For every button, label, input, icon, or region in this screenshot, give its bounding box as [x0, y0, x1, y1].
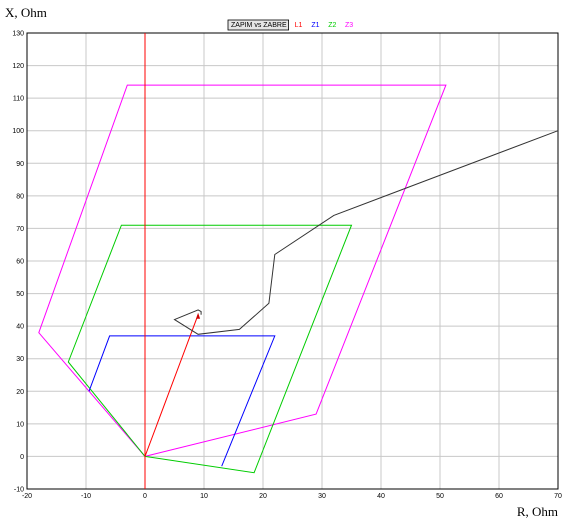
legend-item: ZAPIM vs ZABRE	[231, 22, 287, 29]
y-tick-label: -10	[14, 487, 24, 494]
series-group	[38, 33, 559, 489]
y-tick-label: 120	[12, 63, 24, 70]
tick-labels: -20 -10 0 10 20 30 40 50 60 70-100102030405060708…	[12, 31, 562, 501]
series-z3	[38, 84, 447, 457]
y-tick-label: 90	[16, 161, 24, 168]
x-tick-label: -20	[22, 493, 32, 500]
series-z1	[88, 335, 276, 467]
y-tick-label: 130	[12, 31, 24, 38]
y-tick-label: 50	[16, 291, 24, 298]
plot-border	[26, 32, 559, 490]
l1-arrowhead	[196, 312, 201, 319]
x-tick-label: 10	[200, 493, 208, 500]
y-tick-label: 30	[16, 356, 24, 363]
x-tick-label: 20	[259, 493, 267, 500]
y-tick-label: 70	[16, 226, 24, 233]
legend: ZAPIM vs ZABRE L1 Z1 Z2 Z3	[227, 19, 353, 31]
y-tick-label: 0	[20, 454, 24, 461]
series-l1	[144, 314, 199, 457]
y-tick-label: 10	[16, 421, 24, 428]
x-tick-label: 70	[554, 493, 562, 500]
x-tick-label: 30	[318, 493, 326, 500]
legend-item: Z3	[345, 22, 353, 29]
y-tick-label: 110	[13, 96, 24, 103]
y-tick-label: 40	[16, 324, 24, 331]
y-axis-label: X, Ohm	[5, 5, 47, 20]
series-zapim-vs-zabre	[173, 130, 559, 335]
y-tick-label: 20	[16, 389, 24, 396]
x-tick-label: 50	[436, 493, 444, 500]
x-tick-label: 60	[495, 493, 503, 500]
x-axis-label: R, Ohm	[517, 504, 558, 519]
x-tick-label: 0	[143, 493, 147, 500]
y-tick-label: 100	[12, 128, 24, 135]
y-tick-label: 80	[16, 193, 24, 200]
grid	[26, 32, 559, 490]
x-tick-label: -10	[81, 493, 91, 500]
legend-item: L1	[295, 22, 303, 29]
legend-box	[227, 19, 289, 31]
legend-item: Z2	[328, 22, 336, 29]
x-tick-label: 40	[377, 493, 385, 500]
y-tick-label: 60	[16, 259, 24, 266]
series-z2	[67, 224, 353, 474]
legend-item: Z1	[311, 22, 319, 29]
